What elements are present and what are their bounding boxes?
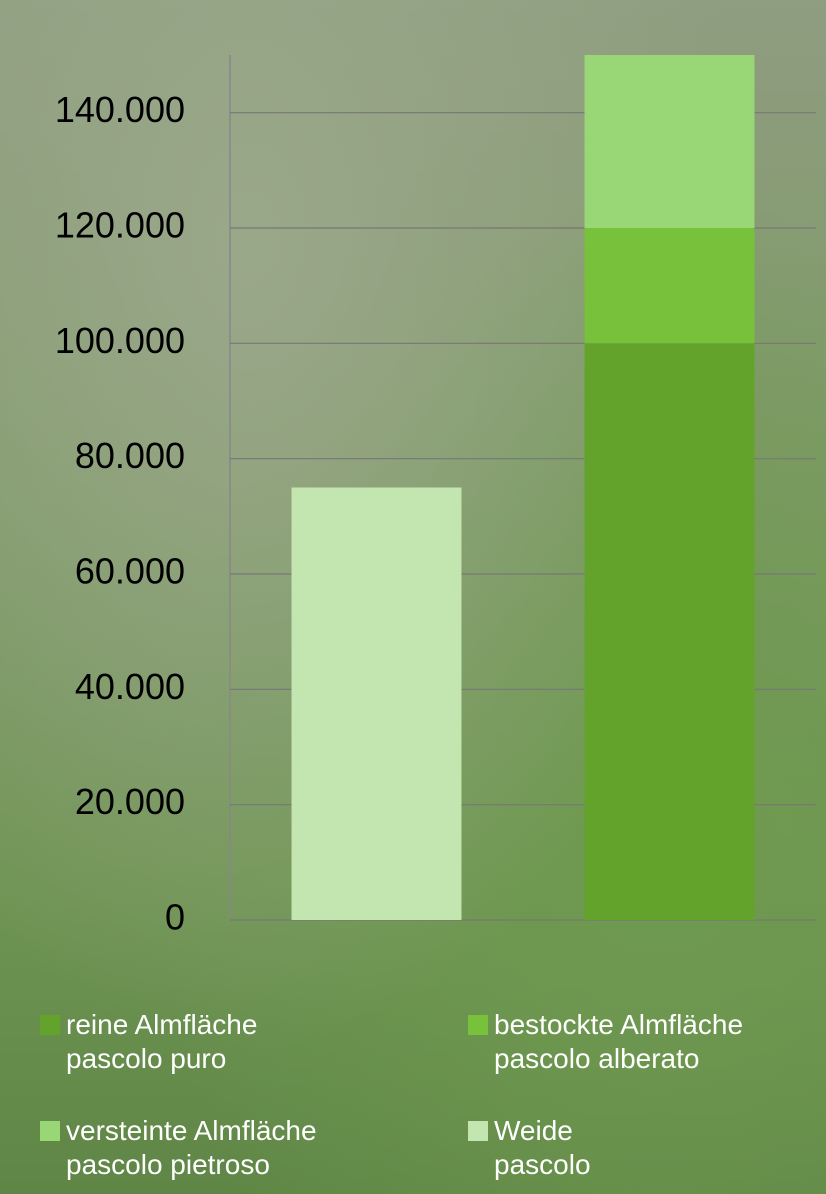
bar-segment	[584, 55, 755, 228]
legend-swatch	[40, 1121, 60, 1141]
y-tick-label: 120.000	[55, 205, 185, 246]
bar-segment	[584, 228, 755, 344]
y-tick-label: 60.000	[75, 551, 185, 592]
legend-item: bestockte Almfläche pascolo alberato	[468, 1008, 743, 1076]
bar-segment	[291, 487, 462, 920]
y-tick-label: 0	[165, 897, 185, 938]
y-tick-label: 100.000	[55, 320, 185, 361]
legend-label: reine Almfläche pascolo puro	[66, 1009, 258, 1074]
legend-item: versteinte Almfläche pascolo pietroso	[40, 1114, 317, 1182]
legend-swatch	[468, 1015, 488, 1035]
legend-item: Weide pascolo	[468, 1114, 591, 1182]
legend-label: versteinte Almfläche pascolo pietroso	[66, 1115, 317, 1180]
legend-label: Weide pascolo	[494, 1115, 591, 1180]
bar-segment	[584, 343, 755, 920]
y-tick-label: 20.000	[75, 781, 185, 822]
legend-label: bestockte Almfläche pascolo alberato	[494, 1009, 744, 1074]
legend-swatch	[40, 1015, 60, 1035]
y-tick-label: 140.000	[55, 89, 185, 130]
legend-item: reine Almfläche pascolo puro	[40, 1008, 257, 1076]
y-tick-label: 80.000	[75, 435, 185, 476]
y-tick-label: 40.000	[75, 666, 185, 707]
legend-swatch	[468, 1121, 488, 1141]
